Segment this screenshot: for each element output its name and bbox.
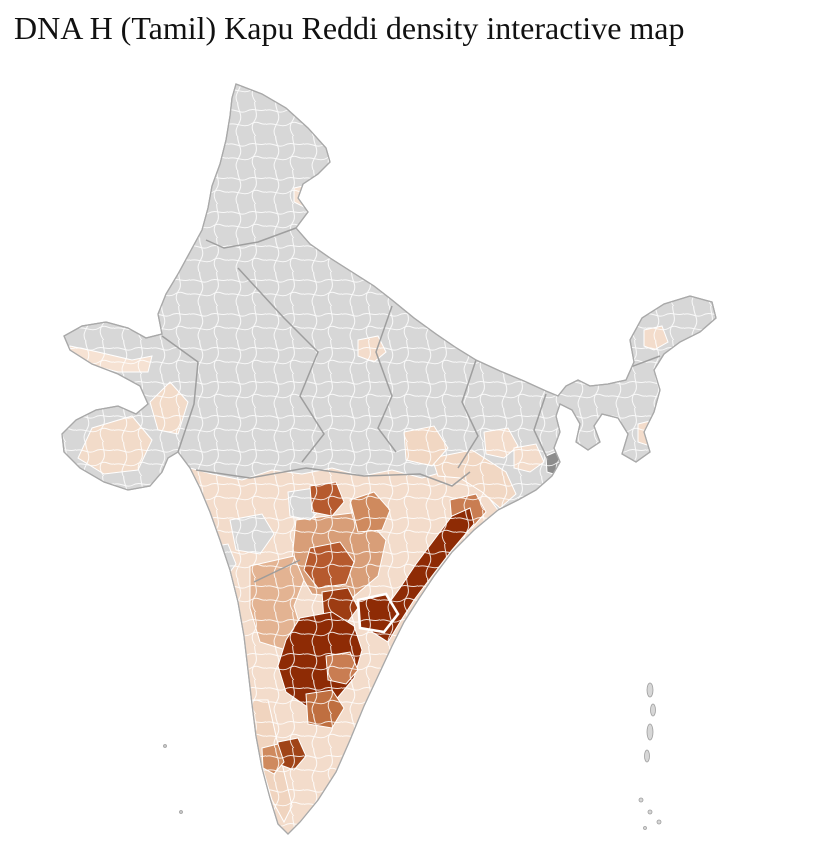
india-map-base[interactable] (61, 83, 717, 835)
page-title: DNA H (Tamil) Kapu Reddi density interac… (14, 10, 685, 46)
lakshadweep-islands[interactable] (163, 744, 183, 814)
state-borders (161, 227, 661, 583)
india-outline (61, 83, 717, 835)
region-assam-lower-patch[interactable] (637, 419, 663, 447)
andaman-nicobar-islands[interactable] (638, 682, 662, 830)
